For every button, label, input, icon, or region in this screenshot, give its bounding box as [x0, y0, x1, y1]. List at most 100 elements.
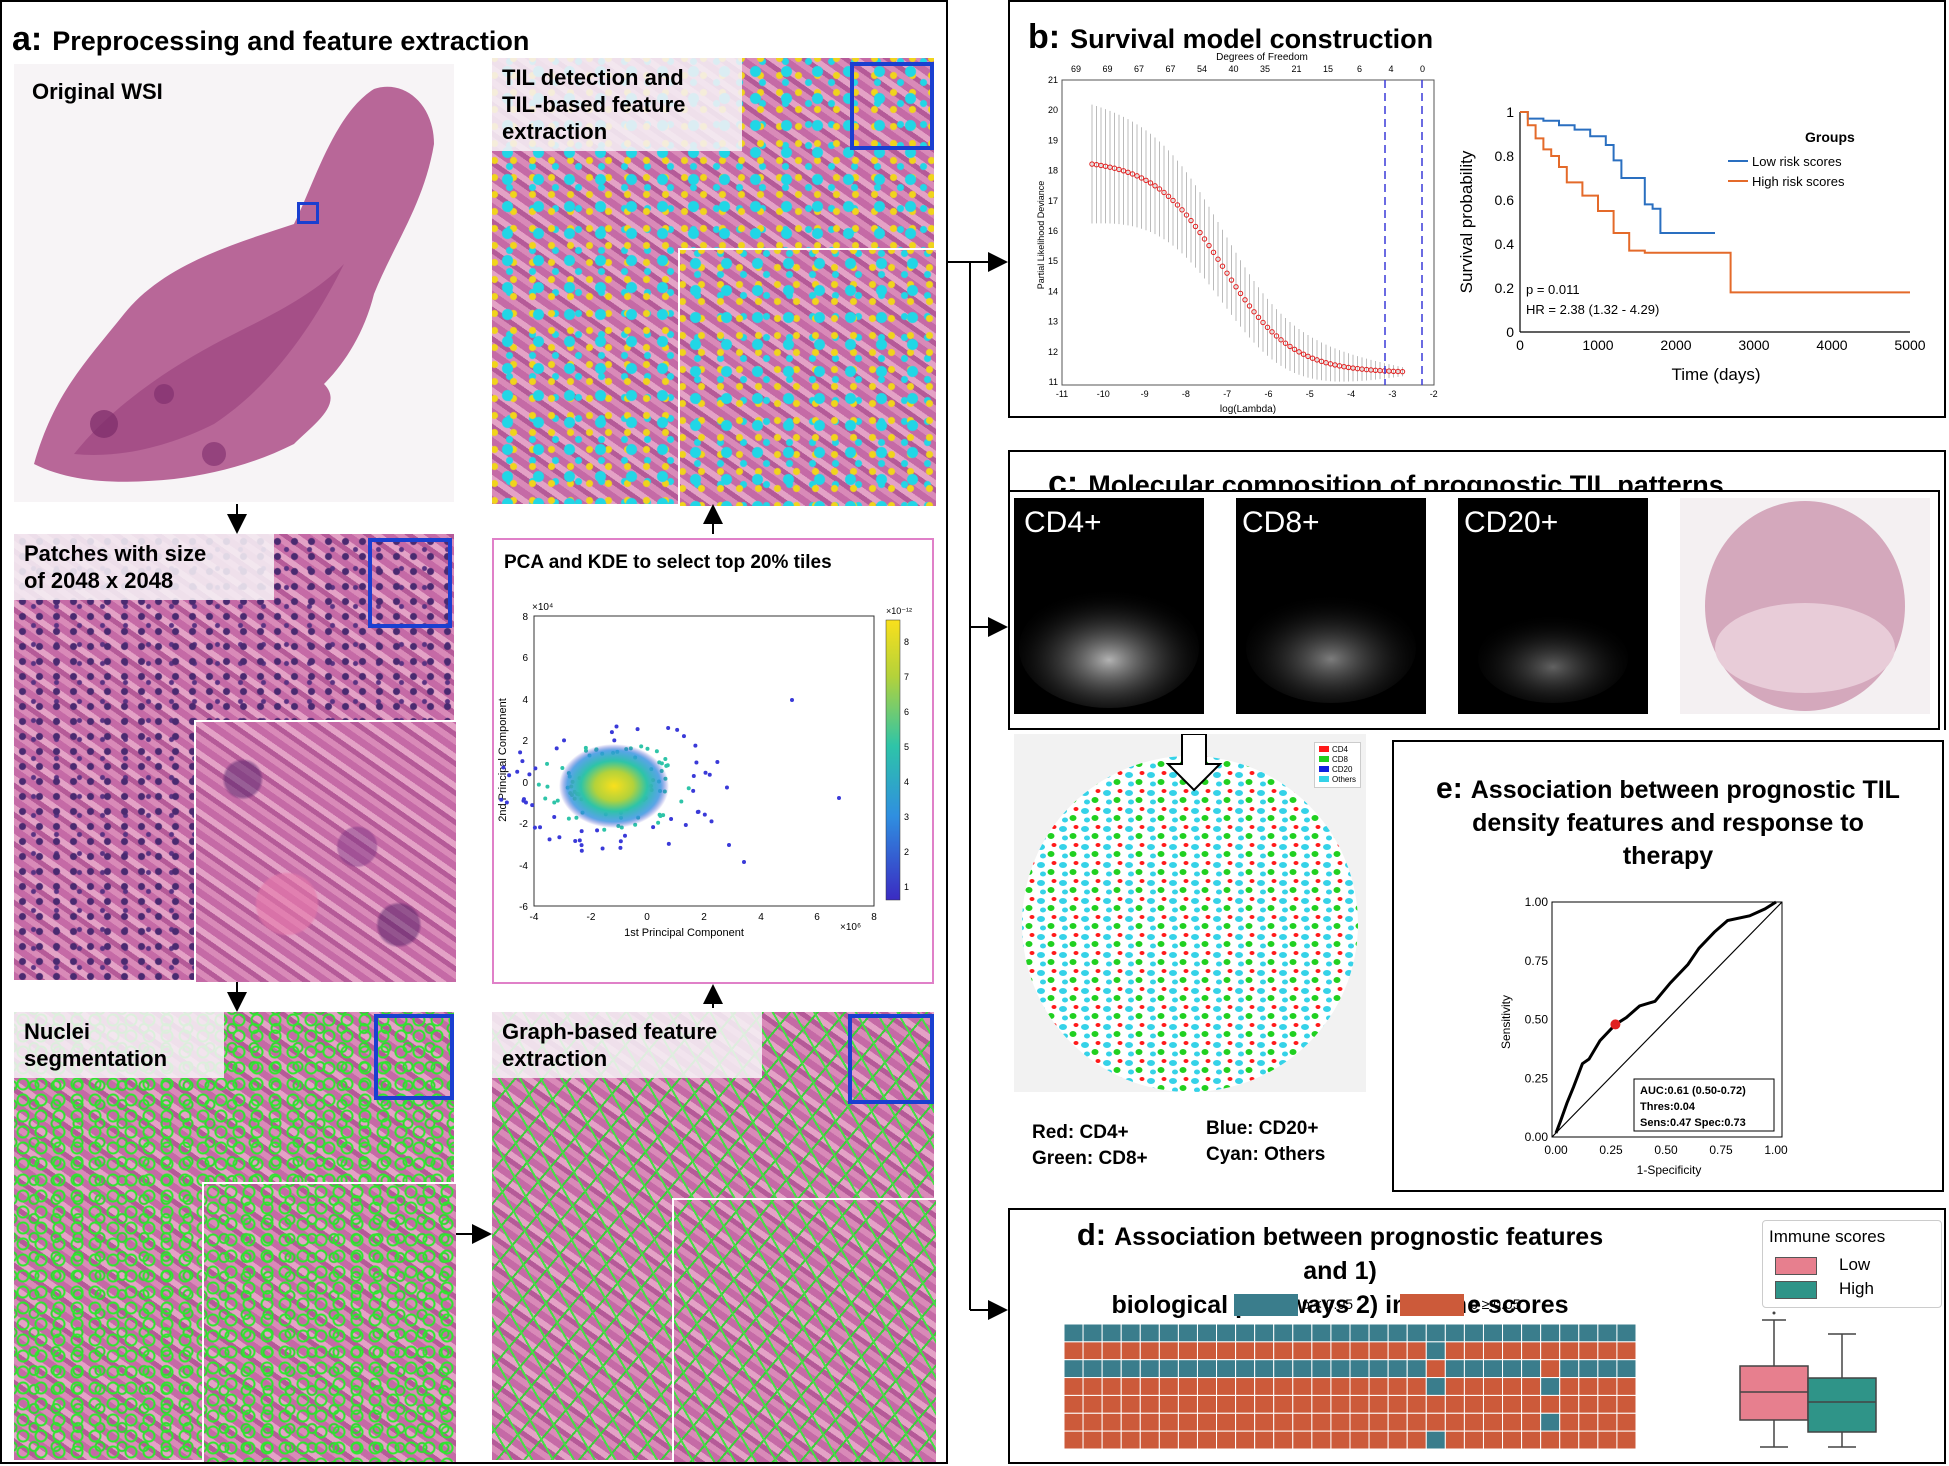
pca-point — [709, 819, 714, 824]
heatmap-cell — [1120, 1341, 1141, 1361]
pca-point — [579, 843, 584, 848]
roc-x-tick: 0.50 — [1654, 1143, 1678, 1157]
heatmap-cell — [1177, 1341, 1198, 1361]
lasso-point — [1269, 329, 1275, 335]
pca-point — [790, 698, 794, 702]
heatmap-cell — [1482, 1377, 1504, 1396]
lasso-top-tick: 69 — [1071, 64, 1081, 74]
km-curves — [1520, 111, 1910, 294]
heatmap-cell — [1444, 1324, 1465, 1343]
heatmap-cell — [1482, 1324, 1504, 1343]
heatmap-cell — [1578, 1377, 1599, 1396]
pca-point — [645, 746, 650, 751]
pca-colorbar-ticks: 8 7 6 5 4 3 2 1 — [904, 637, 909, 892]
heatmap-cell — [1158, 1324, 1179, 1343]
heatmap-cell — [1597, 1412, 1618, 1432]
km-legend-title: Groups — [1805, 129, 1855, 145]
heatmap-cell — [1406, 1377, 1427, 1396]
heatmap-cell — [1406, 1394, 1427, 1414]
pca-c-tick: 1 — [904, 882, 909, 892]
heatmap-cell — [1406, 1341, 1427, 1361]
heatmap-cell — [1292, 1341, 1313, 1361]
heatmap-cell — [1101, 1412, 1122, 1432]
lasso-top-tick: 0 — [1420, 64, 1425, 74]
lasso-x-tick: -7 — [1223, 389, 1231, 399]
heatmap-cell — [1540, 1412, 1561, 1432]
roc-x-tick: 0.00 — [1544, 1143, 1568, 1157]
heatmap-cell — [1216, 1359, 1237, 1379]
panel-d: d: Association between prognostic feature… — [1008, 1208, 1946, 1464]
lasso-y-tick: 18 — [1048, 166, 1058, 176]
cd20-image: CD20+ — [1458, 498, 1648, 714]
lasso-y-tick: 21 — [1048, 75, 1058, 85]
pca-point — [533, 766, 538, 771]
original-wsi-image — [14, 64, 454, 502]
pca-point — [703, 770, 708, 775]
heatmap-cell — [1368, 1430, 1389, 1449]
heatmap-cell — [1540, 1430, 1561, 1449]
lasso-top-tick: 21 — [1291, 64, 1301, 74]
label-cyan: Cyan: Others — [1206, 1144, 1326, 1165]
lasso-xlabel: log(Lambda) — [1220, 404, 1276, 415]
heatmap-cell — [1311, 1359, 1332, 1379]
heatmap-cell — [1216, 1412, 1237, 1432]
km-curve-high — [1520, 111, 1910, 294]
heatmap-cell — [1311, 1324, 1332, 1343]
pca-point — [614, 724, 619, 729]
heatmap-cell — [1559, 1394, 1580, 1414]
heatmap-cell — [1064, 1394, 1084, 1414]
heatmap-cell — [1196, 1341, 1218, 1361]
pca-point — [618, 845, 623, 850]
lasso-top-tick: 67 — [1134, 64, 1144, 74]
lasso-point — [1129, 171, 1136, 177]
heatmap-cell — [1064, 1430, 1084, 1449]
pca-c-tick: 2 — [904, 847, 909, 857]
lasso-point — [1152, 183, 1158, 189]
pca-point — [609, 730, 614, 735]
lasso-x-tick: -5 — [1306, 389, 1314, 399]
pca-ylabel: 2nd Principal Component — [497, 698, 509, 822]
km-x-tick: 4000 — [1816, 337, 1847, 353]
pca-x-tick: 4 — [758, 912, 764, 923]
heatmap-cell — [1616, 1324, 1636, 1343]
pca-point — [635, 727, 640, 732]
legend-cd4: CD4 — [1332, 745, 1349, 754]
graph-zoom-inset — [672, 1198, 936, 1462]
heatmap-cell — [1254, 1412, 1275, 1432]
heatmap-cell — [1597, 1341, 1618, 1361]
heatmap-cell — [1273, 1430, 1294, 1449]
nuclei-selected-region — [374, 1014, 454, 1100]
pca-point — [724, 785, 729, 790]
lasso-top-tick: 35 — [1260, 64, 1270, 74]
heatmap-cell — [1273, 1341, 1294, 1361]
roc-x-ticks: 0.00 0.25 0.50 0.75 1.00 — [1544, 1143, 1788, 1157]
heatmap-cell — [1311, 1341, 1332, 1361]
km-y-tick: 0 — [1506, 324, 1514, 340]
km-p-value: p = 0.011 — [1526, 282, 1580, 297]
heatmap-cell — [1559, 1341, 1580, 1361]
lasso-point — [1197, 229, 1203, 236]
lasso-point — [1273, 333, 1280, 339]
lasso-top-tick: 67 — [1165, 64, 1175, 74]
lasso-x-tick: -3 — [1388, 389, 1396, 399]
pca-point — [523, 800, 528, 805]
original-wsi-label: Original WSI — [32, 79, 163, 104]
heatmap-cell — [1444, 1394, 1465, 1414]
heatmap-cell — [1064, 1324, 1084, 1343]
heatmap-cell — [1425, 1394, 1446, 1414]
box-low — [1739, 1365, 1809, 1421]
roc-optimal-point — [1610, 1019, 1621, 1030]
heatmap-cell — [1540, 1324, 1561, 1343]
pca-point — [530, 803, 535, 808]
lasso-point — [1143, 177, 1149, 184]
pca-title: PCA and KDE to select top 20% tiles — [504, 552, 832, 573]
pca-point — [618, 839, 623, 844]
nuclei-label: Nuclei segmentation — [14, 1012, 224, 1078]
lasso-top-tick: 54 — [1197, 64, 1207, 74]
heatmap-cell — [1196, 1324, 1218, 1343]
pca-x-tick: 2 — [701, 912, 707, 923]
heatmap-cell — [1177, 1412, 1198, 1432]
heatmap-cell — [1235, 1412, 1256, 1432]
lasso-point — [1201, 236, 1208, 242]
roc-auc: AUC:0.61 (0.50-0.72) — [1640, 1085, 1746, 1097]
